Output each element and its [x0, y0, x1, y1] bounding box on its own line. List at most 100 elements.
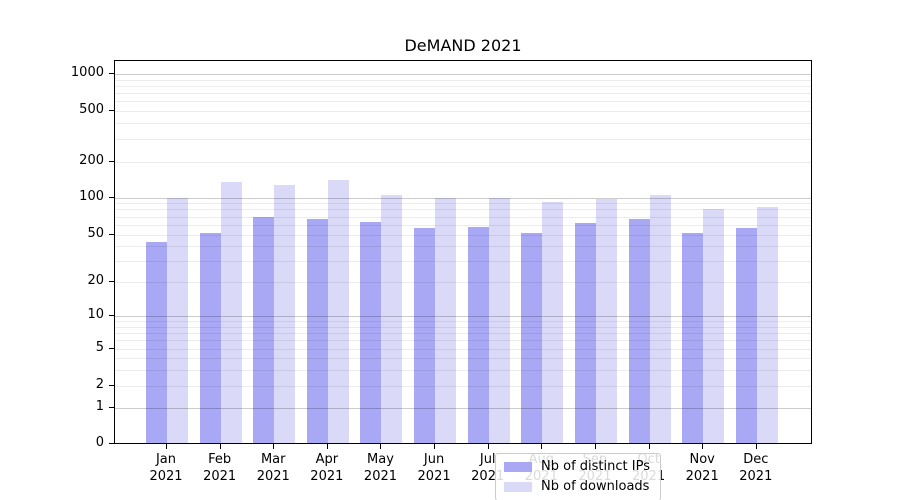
- bar-downloads-aug: [542, 201, 564, 443]
- bar-distinct-ips-jan: [146, 242, 167, 443]
- gridline-minor-3: [115, 369, 811, 371]
- bar-distinct-ips-dec: [735, 227, 757, 443]
- bar-distinct-ips-may: [360, 222, 382, 443]
- y-tick-label-1000: 1000: [70, 65, 104, 80]
- y-tick-label-100: 100: [79, 188, 104, 204]
- x-tick-mark: [487, 444, 489, 449]
- bar-downloads-may: [381, 195, 403, 443]
- y-tick-label-1: 1: [95, 399, 104, 414]
- gridline-major-1000: [115, 74, 811, 75]
- gridline-major-1: [115, 408, 811, 409]
- y-tick-label-2: 2: [95, 377, 104, 392]
- y-tick-label-0: 0: [95, 435, 104, 450]
- gridline-minor-8: [115, 326, 811, 328]
- x-tick-mark: [380, 444, 382, 449]
- bar-distinct-ips-jun: [414, 227, 436, 443]
- y-tick-label-500: 500: [79, 102, 104, 117]
- y-tick-label-50: 50: [87, 225, 104, 241]
- legend-label-downloads: Nb of downloads: [541, 479, 650, 494]
- gridline-minor-80: [115, 209, 811, 211]
- gridline-minor-30: [115, 260, 811, 262]
- gridline-minor-300: [115, 139, 811, 141]
- gridline-minor-800: [115, 85, 811, 87]
- x-tick-mark: [434, 444, 436, 449]
- gridline-major-10: [115, 316, 811, 317]
- bar-downloads-nov: [703, 208, 725, 443]
- gridline-minor-6: [115, 340, 811, 342]
- x-tick-label-nov: Nov 2021: [685, 452, 719, 484]
- bar-distinct-ips-oct: [628, 218, 650, 443]
- x-tick-label-jun: Jun 2021: [417, 452, 451, 484]
- gridline-minor-7: [115, 332, 811, 334]
- bar-downloads-feb: [220, 182, 242, 443]
- x-tick-mark: [166, 444, 167, 449]
- x-tick-label-apr: Apr 2021: [310, 452, 344, 484]
- plot-area: Nb of distinct IPs Nb of downloads: [114, 60, 812, 500]
- bar-downloads-sep: [595, 199, 617, 443]
- bar-downloads-oct: [649, 195, 671, 443]
- gridline-minor-700: [115, 93, 811, 95]
- gridline-minor-5: [115, 349, 811, 350]
- gridline-minor-9: [115, 321, 811, 323]
- x-tick-mark: [702, 444, 704, 449]
- gridline-minor-20: [115, 282, 811, 283]
- y-tick-mark: [109, 110, 114, 111]
- gridline-minor-500: [115, 111, 811, 112]
- legend: Nb of distinct IPs Nb of downloads: [495, 453, 661, 500]
- x-tick-label-may: May 2021: [363, 452, 398, 484]
- bar-downloads-jun: [435, 198, 457, 443]
- gridline-minor-400: [115, 123, 811, 125]
- legend-swatch-distinct-ips: [504, 462, 533, 472]
- x-tick-mark: [541, 444, 543, 449]
- x-tick-mark: [755, 444, 757, 449]
- x-tick-label-feb: Feb 2021: [203, 452, 237, 484]
- y-tick-mark: [109, 233, 114, 235]
- chart-title: DeMAND 2021: [404, 36, 522, 55]
- gridline-minor-40: [115, 246, 811, 248]
- legend-swatch-downloads: [504, 482, 533, 492]
- y-tick-mark: [109, 385, 114, 386]
- gridline-minor-900: [115, 79, 811, 81]
- x-tick-mark: [326, 444, 328, 449]
- x-tick-label-dec: Dec 2021: [739, 452, 773, 484]
- x-tick-label-mar: Mar 2021: [256, 452, 290, 484]
- gridline-minor-200: [115, 161, 811, 163]
- x-tick-mark: [273, 444, 275, 449]
- bar-downloads-dec: [756, 206, 778, 443]
- bar-distinct-ips-aug: [521, 233, 543, 443]
- y-tick-mark: [109, 73, 114, 74]
- x-tick-mark: [594, 444, 596, 449]
- y-tick-label-5: 5: [95, 340, 104, 355]
- gridline-minor-4: [115, 358, 811, 359]
- bar-distinct-ips-apr: [306, 218, 328, 443]
- bar-distinct-ips-feb: [199, 233, 221, 443]
- legend-item-downloads: Nb of downloads: [504, 479, 650, 495]
- bar-downloads-apr: [327, 180, 349, 443]
- x-tick-mark: [219, 444, 221, 449]
- gridline-minor-600: [115, 101, 811, 103]
- bar-downloads-mar: [274, 185, 296, 443]
- y-tick-mark: [109, 160, 114, 162]
- legend-label-distinct-ips: Nb of distinct IPs: [541, 459, 650, 474]
- y-tick-label-10: 10: [87, 307, 104, 322]
- y-tick-mark: [109, 348, 114, 349]
- y-tick-mark: [109, 281, 114, 282]
- gridline-minor-60: [115, 224, 811, 226]
- bar-distinct-ips-sep: [574, 223, 596, 443]
- gridline-minor-90: [115, 203, 811, 205]
- x-tick-mark: [648, 444, 650, 449]
- gridline-minor-50: [115, 234, 811, 236]
- y-tick-mark: [109, 196, 114, 198]
- gridline-major-100: [115, 197, 811, 199]
- bar-downloads-jan: [167, 197, 188, 443]
- bar-distinct-ips-mar: [253, 216, 275, 443]
- y-tick-mark: [109, 443, 114, 444]
- y-tick-mark: [109, 407, 114, 408]
- y-tick-label-20: 20: [87, 273, 104, 288]
- x-tick-label-jan: Jan 2021: [149, 452, 183, 484]
- y-tick-label-200: 200: [79, 152, 104, 168]
- gridline-minor-2: [115, 386, 811, 387]
- y-tick-mark: [109, 315, 114, 316]
- bar-distinct-ips-nov: [682, 233, 704, 443]
